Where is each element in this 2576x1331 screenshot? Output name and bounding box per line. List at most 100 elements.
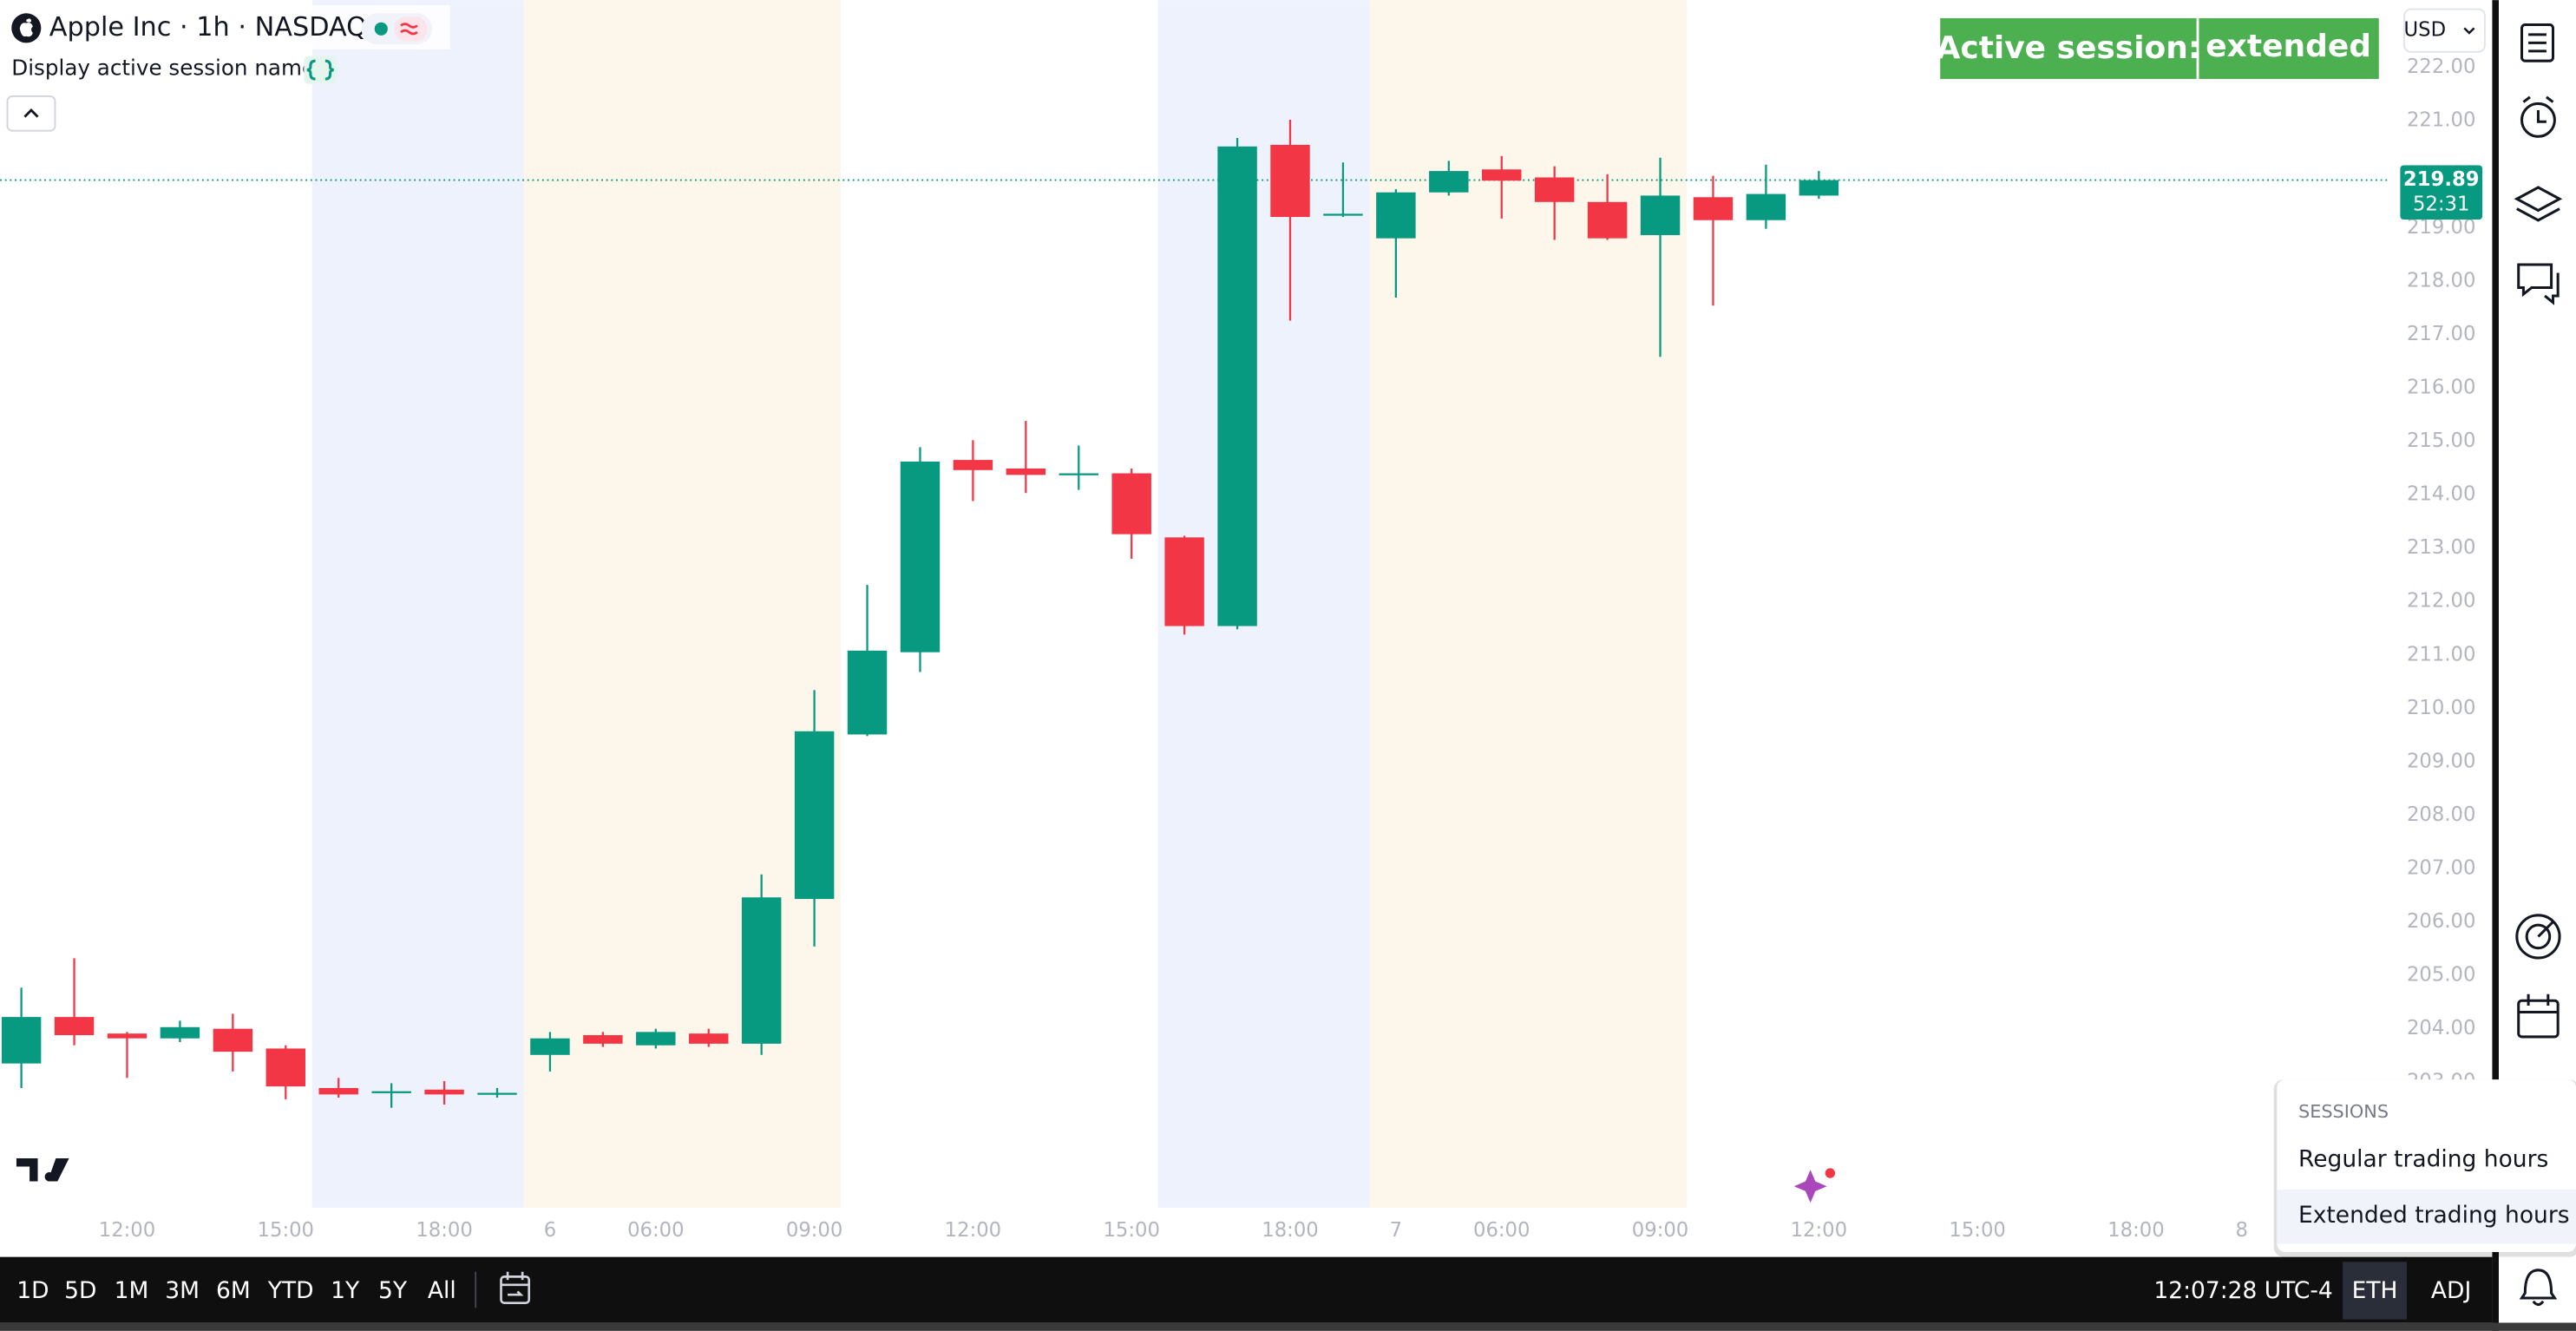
toolbar-divider bbox=[2492, 0, 2500, 1331]
x-tick-label: 18:00 bbox=[416, 1219, 472, 1242]
chat-button[interactable] bbox=[2517, 263, 2560, 305]
y-tick-label: 217.00 bbox=[2407, 323, 2476, 345]
candle-body bbox=[1534, 177, 1575, 202]
eth-button[interactable]: ETH bbox=[2352, 1277, 2398, 1304]
x-tick-label: 15:00 bbox=[1949, 1219, 2005, 1242]
x-tick-label: 12:00 bbox=[1791, 1219, 1847, 1242]
x-tick-label: 09:00 bbox=[786, 1219, 842, 1242]
icon bbox=[2525, 923, 2552, 950]
y-tick-label: 218.00 bbox=[2407, 269, 2476, 292]
range-button[interactable]: 5D bbox=[64, 1277, 96, 1304]
y-tick-label: 219.00 bbox=[2407, 216, 2476, 239]
y-tick-label: 215.00 bbox=[2407, 429, 2476, 452]
y-tick-label: 207.00 bbox=[2407, 856, 2476, 879]
icon bbox=[2520, 102, 2556, 138]
icon bbox=[2514, 186, 2563, 222]
bottom-toolbar-items: 1D 5D 1M 3M 6M YTD 1Y 5Y All 12:07:28 UTC-4 ETH ADJ bbox=[16, 1262, 2471, 1320]
candle-body bbox=[160, 1026, 200, 1039]
x-tick-label: 09:00 bbox=[1632, 1219, 1688, 1242]
session-backgrounds bbox=[311, 0, 1687, 1208]
range-button[interactable]: All bbox=[428, 1277, 456, 1304]
goto-date-button[interactable] bbox=[500, 1271, 531, 1305]
y-tick-label: 205.00 bbox=[2407, 964, 2476, 987]
adj-button[interactable]: ADJ bbox=[2431, 1277, 2471, 1304]
watchlist-button[interactable] bbox=[2520, 23, 2555, 62]
session-band bbox=[1369, 0, 1687, 1208]
x-tick-label: 6 bbox=[544, 1219, 556, 1242]
apple-glyph bbox=[19, 18, 33, 37]
target-button[interactable] bbox=[2515, 914, 2561, 960]
candle-body bbox=[953, 460, 993, 470]
candle-body bbox=[213, 1028, 253, 1052]
candle-body bbox=[54, 1017, 95, 1036]
session-box-value: extended bbox=[2206, 29, 2371, 64]
y-tick-label: 213.00 bbox=[2407, 536, 2476, 559]
session-band bbox=[311, 0, 524, 1208]
y-tick-label: 204.00 bbox=[2407, 1017, 2476, 1039]
x-tick-label: 06:00 bbox=[1473, 1219, 1530, 1242]
eth-button-bg[interactable] bbox=[2343, 1262, 2407, 1320]
range-button[interactable]: YTD bbox=[267, 1277, 314, 1304]
range-button[interactable]: 3M bbox=[165, 1277, 200, 1304]
candle-body bbox=[1799, 180, 1839, 196]
x-tick-label: 12:00 bbox=[945, 1219, 1001, 1242]
session-box-label: Active session: bbox=[1937, 30, 2201, 66]
icon bbox=[500, 1275, 531, 1305]
x-tick-label: 15:00 bbox=[1103, 1219, 1159, 1242]
assistant-icon[interactable] bbox=[1793, 1168, 1836, 1203]
y-tick-label: 208.00 bbox=[2407, 803, 2476, 826]
source-code-icon bbox=[306, 59, 334, 81]
notifications-button[interactable] bbox=[2519, 1269, 2558, 1307]
x-tick-label: 8 bbox=[2236, 1219, 2248, 1242]
y-tick-label: 211.00 bbox=[2407, 643, 2476, 666]
currency-chevron bbox=[2463, 27, 2475, 35]
candle-body bbox=[1746, 193, 1786, 220]
y-tick-label: 209.00 bbox=[2407, 750, 2476, 772]
sessions-menu: SESSIONS Regular trading hours Extended tr… bbox=[2273, 1079, 2576, 1257]
range-button[interactable]: 1M bbox=[115, 1277, 149, 1304]
bottom-toolbar bbox=[0, 1256, 2493, 1323]
candle-body bbox=[1693, 197, 1734, 220]
sparkle bbox=[1793, 1170, 1827, 1203]
x-tick-label: 15:00 bbox=[258, 1219, 314, 1242]
candle-body bbox=[1640, 195, 1681, 235]
last-price-badge bbox=[2400, 165, 2483, 220]
range-button[interactable]: 5Y bbox=[378, 1277, 408, 1304]
candle-body bbox=[1006, 468, 1046, 475]
range-button[interactable]: 1D bbox=[16, 1277, 49, 1304]
candle-body bbox=[636, 1032, 676, 1046]
candle-body bbox=[530, 1038, 570, 1055]
icon bbox=[2517, 999, 2560, 1039]
plot bbox=[0, 120, 2391, 1108]
candle-body bbox=[689, 1033, 729, 1044]
tv-logo[interactable] bbox=[16, 1158, 69, 1182]
candle-body bbox=[107, 1033, 147, 1039]
currency-button[interactable] bbox=[2403, 8, 2486, 53]
calendar-button[interactable] bbox=[2517, 993, 2560, 1039]
candle-body bbox=[1111, 473, 1151, 534]
legend: Apple Inc · 1h · NASDAQ Display active s… bbox=[0, 4, 450, 132]
collapse-chevron bbox=[23, 108, 39, 118]
menu-item[interactable]: Extended trading hours bbox=[2298, 1202, 2570, 1229]
collapse-button[interactable] bbox=[6, 95, 56, 132]
range-button[interactable]: 6M bbox=[216, 1277, 251, 1304]
menu-item[interactable]: Regular trading hours bbox=[2298, 1145, 2548, 1172]
candle-body bbox=[1587, 201, 1628, 239]
x-tick-label: 7 bbox=[1390, 1219, 1402, 1242]
range-button[interactable]: 1Y bbox=[331, 1277, 360, 1304]
session-box-divider bbox=[2196, 17, 2199, 80]
candle-body bbox=[1164, 537, 1204, 626]
status-dot bbox=[374, 22, 388, 36]
clock[interactable]: 12:07:28 UTC-4 bbox=[2153, 1277, 2332, 1304]
icon bbox=[2518, 993, 2559, 1014]
alerts-button[interactable] bbox=[2520, 95, 2556, 138]
sparkle-dot bbox=[1825, 1168, 1836, 1178]
candle-body bbox=[741, 897, 782, 1044]
icon bbox=[2528, 33, 2547, 53]
candle-body bbox=[477, 1092, 517, 1095]
candle-body bbox=[1429, 171, 1469, 193]
candle-body bbox=[265, 1048, 306, 1087]
layers-button[interactable] bbox=[2514, 186, 2563, 222]
